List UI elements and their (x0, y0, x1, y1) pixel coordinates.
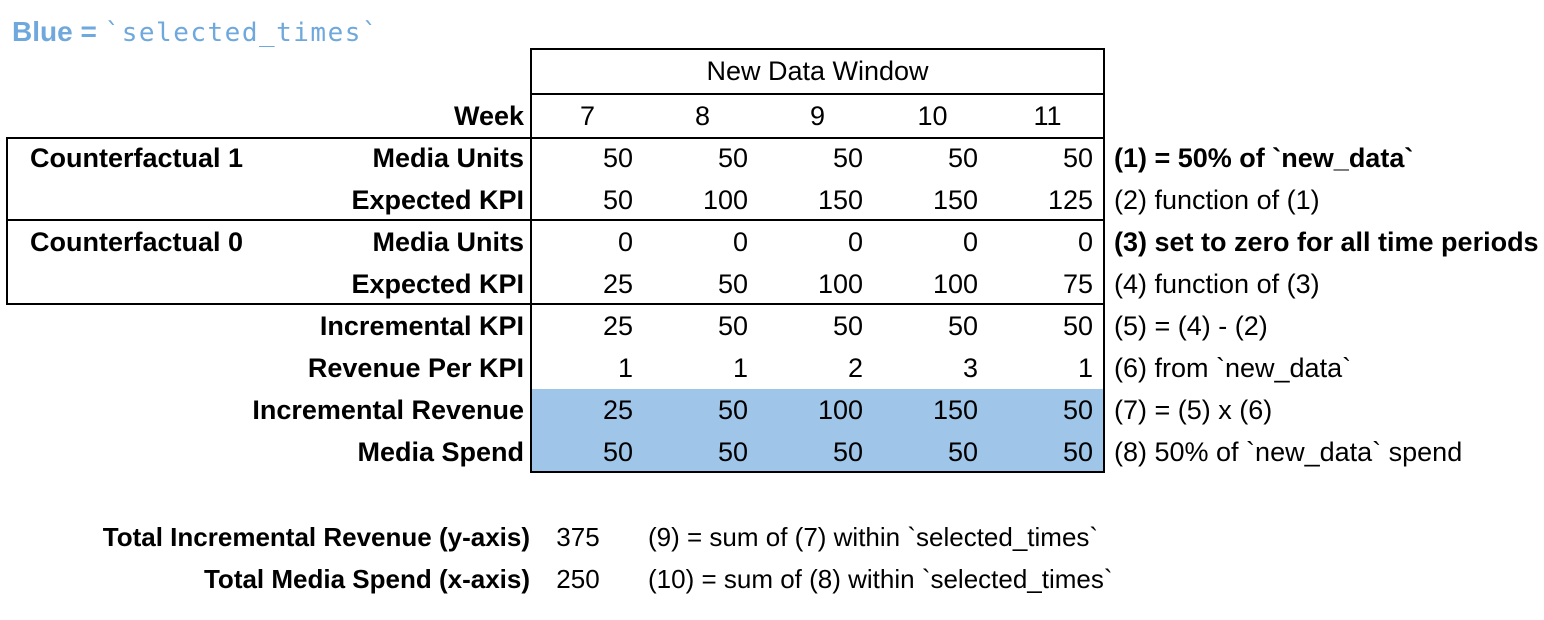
week-number: 11 (1033, 101, 1062, 131)
annotation-2: (2) function of (1) (1114, 185, 1320, 215)
table-cell-highlighted: 50 (1062, 395, 1093, 425)
row-label-incremental-kpi: Incremental KPI (319, 311, 524, 341)
table-cell: 150 (817, 185, 863, 215)
annotation-10: (10) = sum of (8) within `selected_times… (648, 564, 1113, 594)
table-cell: 150 (932, 185, 978, 215)
table-cell: 100 (817, 269, 863, 299)
table-cell: 50 (947, 143, 978, 173)
table-cell: 25 (602, 311, 633, 341)
row-label-incremental-revenue: Incremental Revenue (252, 395, 524, 425)
table-cell-highlighted: 100 (817, 395, 863, 425)
table-cell: 1 (1077, 353, 1093, 383)
table-cell-highlighted: 50 (947, 437, 978, 467)
total-incremental-revenue-label: Total Incremental Revenue (y-axis) (102, 522, 530, 552)
table-cell: 3 (962, 353, 978, 383)
table-cell-highlighted: 50 (832, 437, 863, 467)
row-label-expected-kpi-cf1: Expected KPI (351, 185, 524, 215)
row-label-expected-kpi-cf0: Expected KPI (351, 269, 524, 299)
week-header-label: Week (453, 101, 524, 131)
table-cell: 100 (702, 185, 748, 215)
annotation-9: (9) = sum of (7) within `selected_times` (648, 522, 1099, 552)
table-cell: 2 (847, 353, 863, 383)
total-media-spend-label: Total Media Spend (x-axis) (203, 564, 530, 594)
row-label-media-units-cf0: Media Units (372, 227, 524, 257)
table-cell: 50 (1062, 143, 1093, 173)
table-cell: 75 (1062, 269, 1093, 299)
total-incremental-revenue-value: 375 (556, 522, 600, 552)
table-cell-highlighted: 150 (932, 395, 978, 425)
week-number: 7 (579, 101, 596, 131)
table-cell: 1 (617, 353, 633, 383)
row-label-revenue-per-kpi: Revenue Per KPI (307, 353, 524, 383)
table-cell: 50 (832, 311, 863, 341)
table-cell-highlighted: 50 (1062, 437, 1093, 467)
group-label-counterfactual-1: Counterfactual 1 (30, 143, 244, 173)
group-label-counterfactual-0: Counterfactual 0 (30, 227, 244, 257)
week-number: 8 (694, 101, 711, 131)
table-cell: 50 (717, 269, 748, 299)
annotation-5: (5) = (4) - (2) (1114, 311, 1268, 341)
week-number: 9 (809, 101, 826, 131)
table-cell: 50 (602, 143, 633, 173)
annotation-1: (1) = 50% of `new_data` (1114, 143, 1414, 173)
table-cell: 0 (1077, 227, 1093, 257)
table-cell: 100 (932, 269, 978, 299)
table-cell: 0 (732, 227, 748, 257)
table-cell: 50 (947, 311, 978, 341)
table-cell: 1 (732, 353, 748, 383)
total-media-spend-value: 250 (556, 564, 600, 594)
legend-note: Blue = `selected_times` (12, 14, 379, 51)
row-label-media-units-cf1: Media Units (372, 143, 524, 173)
data-grid-frame (530, 95, 1105, 473)
counterfactual-0-frame (6, 219, 1105, 305)
table-cell-highlighted: 25 (602, 395, 633, 425)
table-cell: 50 (717, 143, 748, 173)
table-cell: 50 (832, 143, 863, 173)
table-cell: 125 (1047, 185, 1093, 215)
selected-times-highlight (532, 389, 1103, 471)
legend-variable: `selected_times` (104, 18, 380, 48)
annotation-8: (8) 50% of `new_data` spend (1114, 437, 1463, 467)
annotation-6: (6) from `new_data` (1114, 353, 1352, 383)
row-label-media-spend: Media Spend (357, 437, 524, 467)
table-cell: 0 (962, 227, 978, 257)
table-cell-highlighted: 50 (602, 437, 633, 467)
table-cell: 0 (617, 227, 633, 257)
week-number: 10 (917, 101, 948, 131)
annotation-7: (7) = (5) x (6) (1114, 395, 1273, 425)
new-data-window-header: New Data Window (530, 48, 1105, 95)
table-cell-highlighted: 50 (717, 395, 748, 425)
table-cell: 0 (847, 227, 863, 257)
annotation-4: (4) function of (3) (1114, 269, 1320, 299)
legend-color-label: Blue = (12, 16, 97, 47)
table-cell-highlighted: 50 (717, 437, 748, 467)
table-cell: 25 (602, 269, 633, 299)
table-cell: 50 (602, 185, 633, 215)
annotation-3: (3) set to zero for all time periods (1114, 227, 1539, 257)
table-cell: 50 (1062, 311, 1093, 341)
table-cell: 50 (717, 311, 748, 341)
